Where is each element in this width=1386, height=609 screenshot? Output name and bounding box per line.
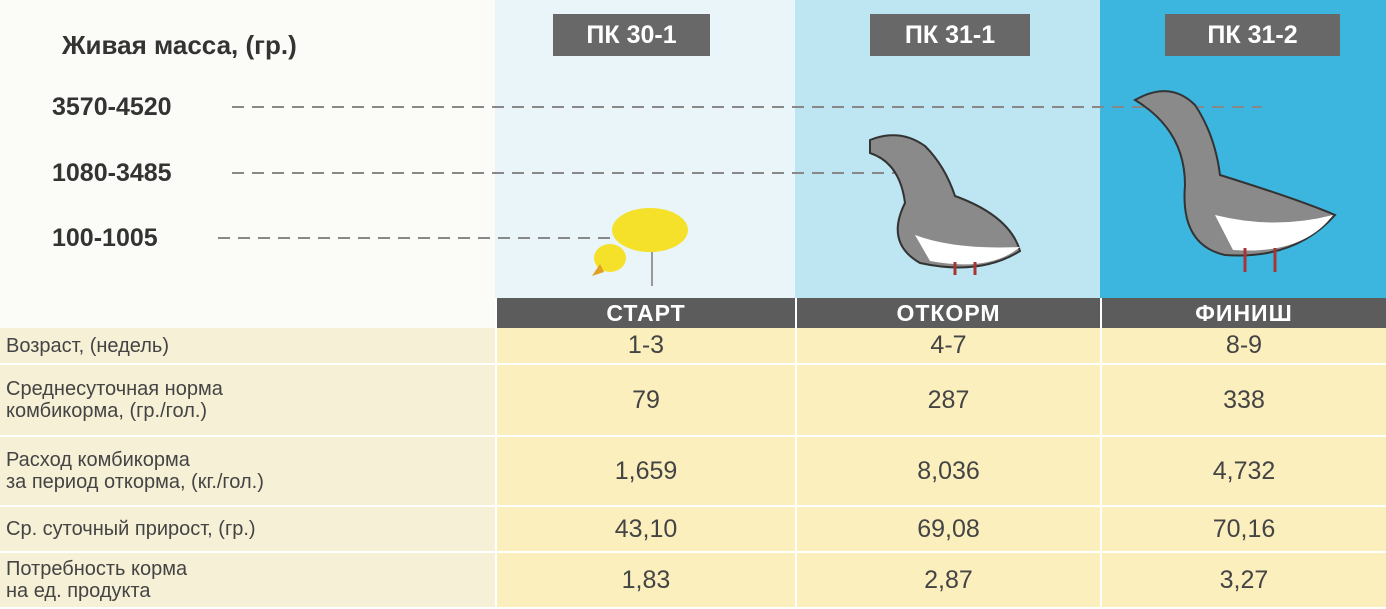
table-cell: 69,08 [795,507,1100,553]
column-code: ПК 30-1 [553,14,710,56]
row-label-line: Потребность корма [6,558,495,580]
row-label-line: Возраст, (недель) [6,335,495,357]
weight-title: Живая масса, (гр.) [62,30,297,61]
stage-label: ФИНИШ [1100,298,1386,328]
table-cell: 4-7 [795,328,1100,365]
row-label-line: Ср. суточный прирост, (гр.) [6,518,495,540]
stage-label: ОТКОРМ [795,298,1100,328]
infographic: Живая масса, (гр.) 3570-4520 1080-3485 1… [0,0,1386,609]
table-cell: 8,036 [795,437,1100,507]
row-label-line: комбикорма, (гр./гол.) [6,400,495,422]
column-code: ПК 31-1 [870,14,1030,56]
row-label-line: Расход комбикорма [6,449,495,471]
row-label: Ср. суточный прирост, (гр.) [0,507,495,553]
table-cell: 287 [795,365,1100,437]
stage-label: СТАРТ [495,298,795,328]
table-cell: 338 [1100,365,1386,437]
table-cell: 1,83 [495,553,795,609]
weight-level: 3570-4520 [52,93,172,122]
table-cell: 4,732 [1100,437,1386,507]
goose-medium [870,135,1020,275]
gosling [592,208,688,286]
table-cell: 3,27 [1100,553,1386,609]
table-cell: 8-9 [1100,328,1386,365]
row-label-line: на ед. продукта [6,580,495,602]
weight-level: 100-1005 [52,224,158,253]
column-code: ПК 31-2 [1165,14,1340,56]
table-cell: 79 [495,365,795,437]
table-cell: 70,16 [1100,507,1386,553]
table-cell: 1-3 [495,328,795,365]
weight-level: 1080-3485 [52,159,172,188]
row-label: Возраст, (недель) [0,328,495,365]
table-cell: 1,659 [495,437,795,507]
table-cell: 2,87 [795,553,1100,609]
goose-large [1135,91,1335,272]
row-label-line: Среднесуточная норма [6,378,495,400]
table-cell: 43,10 [495,507,795,553]
row-label-line: за период откорма, (кг./гол.) [6,471,495,493]
